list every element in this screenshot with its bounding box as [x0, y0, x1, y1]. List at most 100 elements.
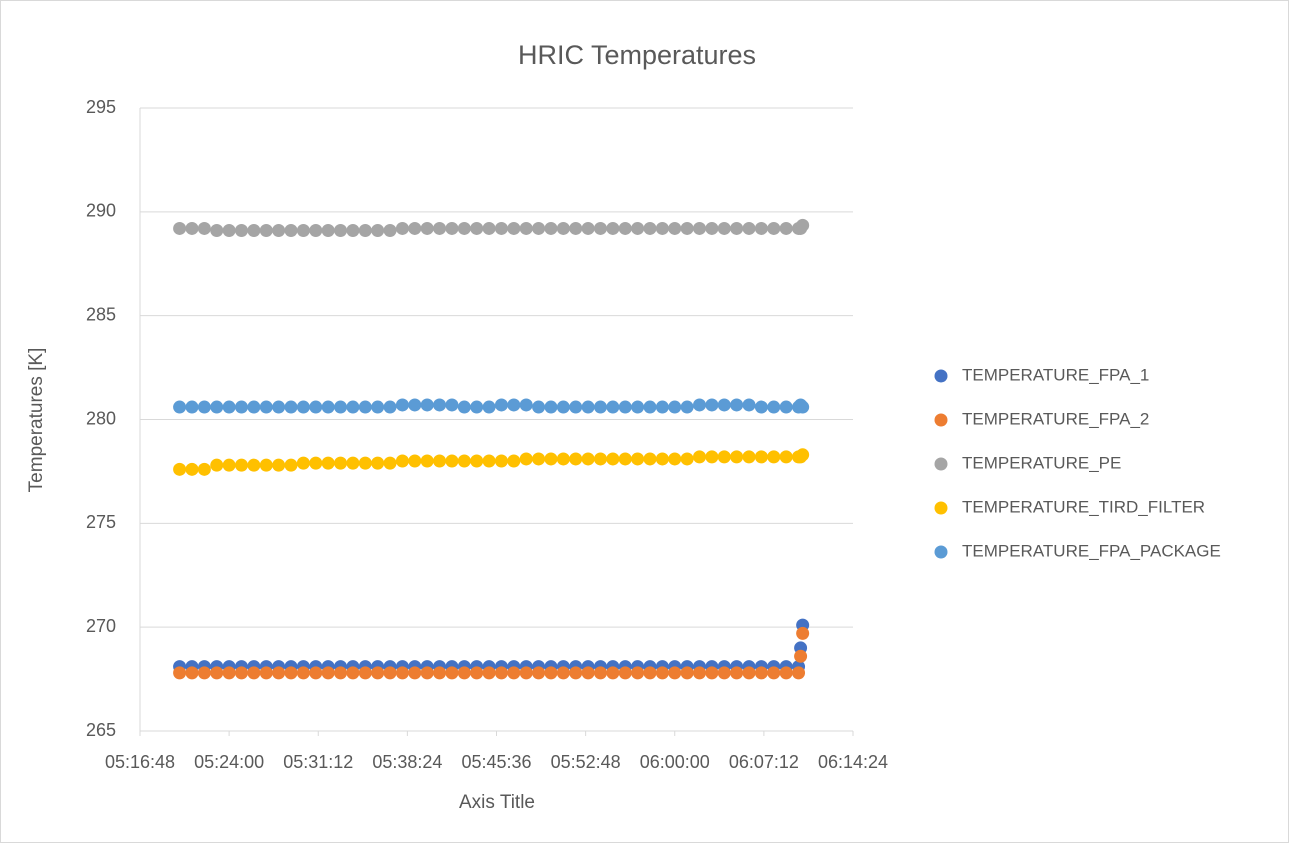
marker — [296, 400, 310, 414]
marker — [371, 456, 385, 470]
y-tick-label: 295 — [86, 97, 116, 117]
marker — [569, 666, 583, 680]
legend-label: TEMPERATURE_PE — [962, 453, 1121, 472]
marker — [507, 454, 521, 468]
marker — [185, 666, 199, 680]
marker — [494, 666, 508, 680]
marker — [247, 224, 261, 238]
marker — [296, 666, 310, 680]
chart-title: HRIC Temperatures — [518, 40, 756, 70]
marker — [309, 666, 323, 680]
marker — [420, 666, 434, 680]
marker — [606, 400, 620, 414]
marker — [346, 666, 360, 680]
marker — [482, 221, 496, 235]
legend-label: TEMPERATURE_FPA_1 — [962, 365, 1149, 384]
marker — [544, 400, 558, 414]
marker — [445, 221, 459, 235]
marker — [482, 400, 496, 414]
marker — [272, 224, 286, 238]
marker — [173, 400, 187, 414]
marker — [606, 666, 620, 680]
marker — [754, 450, 768, 464]
marker — [358, 456, 372, 470]
marker — [222, 400, 236, 414]
marker — [371, 666, 385, 680]
marker — [358, 400, 372, 414]
marker — [705, 450, 719, 464]
marker — [680, 221, 694, 235]
y-tick-label: 280 — [86, 408, 116, 428]
x-tick-label: 06:07:12 — [729, 752, 799, 772]
marker — [284, 400, 298, 414]
marker — [284, 458, 298, 472]
marker — [235, 224, 249, 238]
marker — [717, 666, 731, 680]
marker — [569, 452, 583, 466]
marker — [779, 221, 793, 235]
marker — [618, 452, 632, 466]
marker — [247, 666, 261, 680]
marker — [284, 666, 298, 680]
y-tick-label: 290 — [86, 201, 116, 221]
marker — [457, 400, 471, 414]
marker — [730, 450, 744, 464]
marker — [730, 666, 744, 680]
marker — [346, 224, 360, 238]
y-tick-label: 270 — [86, 616, 116, 636]
marker — [334, 456, 348, 470]
marker — [606, 221, 620, 235]
marker — [494, 398, 508, 412]
legend-marker — [934, 369, 948, 383]
marker — [655, 221, 669, 235]
marker — [655, 666, 669, 680]
legend-label: TEMPERATURE_TIRD_FILTER — [962, 497, 1205, 516]
marker — [383, 400, 397, 414]
marker — [309, 456, 323, 470]
legend-marker — [934, 501, 948, 515]
marker — [631, 452, 645, 466]
marker — [383, 666, 397, 680]
marker — [210, 400, 224, 414]
marker — [321, 666, 335, 680]
y-tick-label: 285 — [86, 304, 116, 324]
marker — [408, 666, 422, 680]
marker — [420, 454, 434, 468]
marker — [210, 224, 224, 238]
marker — [742, 450, 756, 464]
marker — [272, 458, 286, 472]
marker — [556, 400, 570, 414]
marker — [556, 452, 570, 466]
marker — [457, 454, 471, 468]
marker — [470, 400, 484, 414]
marker — [668, 221, 682, 235]
marker — [420, 398, 434, 412]
marker — [556, 221, 570, 235]
marker — [408, 221, 422, 235]
marker — [247, 458, 261, 472]
legend-label: TEMPERATURE_FPA_PACKAGE — [962, 541, 1221, 560]
marker — [395, 398, 409, 412]
marker — [581, 221, 595, 235]
marker — [593, 666, 607, 680]
marker — [358, 666, 372, 680]
marker — [247, 400, 261, 414]
marker — [631, 666, 645, 680]
marker — [779, 666, 793, 680]
x-tick-label: 06:14:24 — [818, 752, 888, 772]
y-tick-label: 275 — [86, 512, 116, 532]
marker — [779, 400, 793, 414]
marker — [371, 224, 385, 238]
marker — [742, 398, 756, 412]
marker — [457, 221, 471, 235]
marker — [519, 221, 533, 235]
marker — [197, 221, 211, 235]
marker — [618, 221, 632, 235]
marker — [433, 454, 447, 468]
marker — [581, 400, 595, 414]
marker — [742, 666, 756, 680]
marker — [482, 666, 496, 680]
marker — [767, 400, 781, 414]
